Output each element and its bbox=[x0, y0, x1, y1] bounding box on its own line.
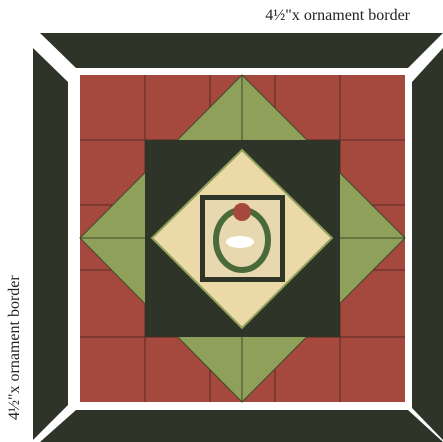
page: 4½"x ornament border 4½"x ornament borde… bbox=[0, 0, 443, 442]
ornament-bow bbox=[233, 203, 251, 221]
left-label: 4½"x ornament border bbox=[6, 275, 23, 420]
border-left bbox=[33, 48, 68, 440]
quilt-diagram: 4½"x ornament border 4½"x ornament borde… bbox=[0, 0, 443, 442]
border-right bbox=[412, 48, 443, 440]
top-label: 4½"x ornament border bbox=[265, 7, 410, 24]
dove bbox=[226, 236, 254, 248]
border-bottom bbox=[40, 410, 443, 442]
border-top bbox=[40, 33, 443, 68]
